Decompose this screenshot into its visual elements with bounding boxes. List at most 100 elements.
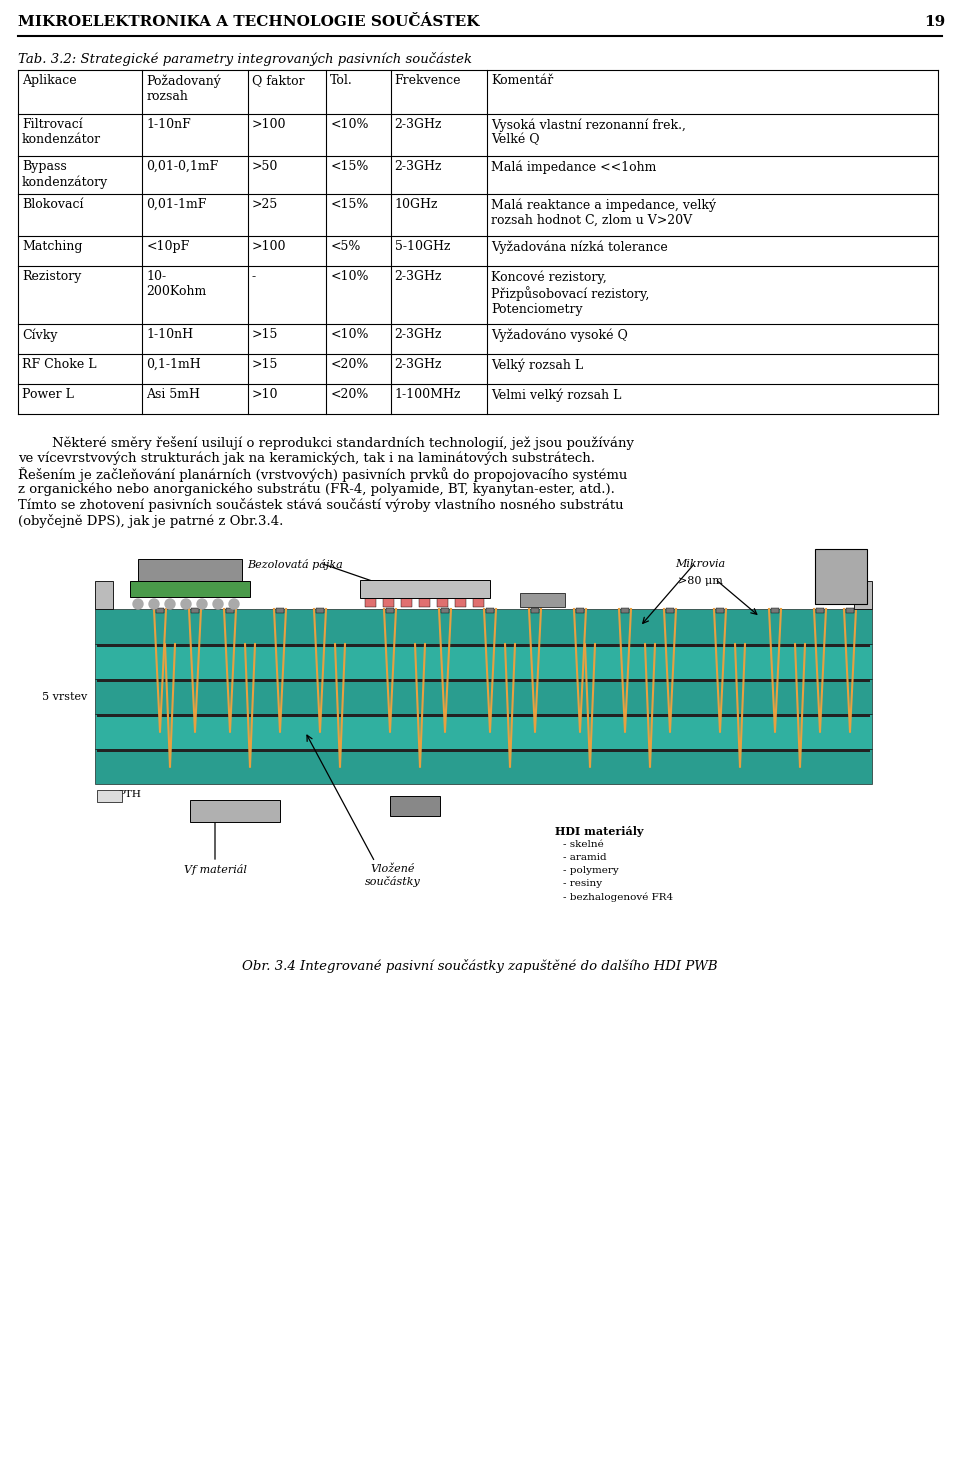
Text: Rezistory: Rezistory bbox=[22, 270, 82, 283]
Bar bbox=[130, 580, 250, 596]
Text: <10%: <10% bbox=[330, 270, 369, 283]
Bar bbox=[138, 558, 242, 580]
Text: <20%: <20% bbox=[330, 388, 369, 401]
Text: Tol.: Tol. bbox=[330, 74, 353, 87]
Text: <20%: <20% bbox=[330, 359, 369, 370]
Text: MIKROELEKTRONIKA A TECHNOLOGIE SOUČÁSTEK: MIKROELEKTRONIKA A TECHNOLOGIE SOUČÁSTEK bbox=[18, 15, 479, 29]
Text: - polymery: - polymery bbox=[563, 866, 619, 875]
Text: -: - bbox=[252, 270, 256, 283]
Text: PTH: PTH bbox=[119, 790, 141, 799]
Text: Vyžadována nízká tolerance: Vyžadována nízká tolerance bbox=[492, 241, 668, 254]
Text: ve vícevrstvových strukturách jak na keramických, tak i na laminátových substrát: ve vícevrstvových strukturách jak na ker… bbox=[18, 452, 595, 465]
Text: <5%: <5% bbox=[330, 241, 361, 254]
Bar bbox=[486, 608, 494, 612]
Text: Mikrovia: Mikrovia bbox=[675, 558, 725, 569]
Bar bbox=[191, 608, 199, 612]
Text: 0,01-1mF: 0,01-1mF bbox=[146, 198, 206, 211]
Bar bbox=[97, 679, 870, 682]
Text: Vyžadováno vysoké Q: Vyžadováno vysoké Q bbox=[492, 328, 628, 341]
Text: - bezhalogenové FR4: - bezhalogenové FR4 bbox=[563, 892, 673, 901]
Text: Power L: Power L bbox=[22, 388, 74, 401]
Text: >10: >10 bbox=[252, 388, 278, 401]
Bar bbox=[95, 749, 872, 784]
Text: 2-3GHz: 2-3GHz bbox=[395, 118, 443, 131]
Text: - resiny: - resiny bbox=[563, 879, 602, 888]
Text: >50: >50 bbox=[252, 160, 278, 174]
Text: Bypass
kondenzátory: Bypass kondenzátory bbox=[22, 160, 108, 188]
Text: >15: >15 bbox=[252, 359, 278, 370]
Text: <15%: <15% bbox=[330, 160, 369, 174]
Text: Filtrovací
kondenzátor: Filtrovací kondenzátor bbox=[22, 118, 101, 146]
Bar bbox=[854, 580, 872, 609]
Text: 0,1-1mH: 0,1-1mH bbox=[146, 359, 201, 370]
Text: >25: >25 bbox=[252, 198, 278, 211]
Circle shape bbox=[133, 599, 143, 609]
Bar bbox=[190, 800, 280, 822]
Text: 5-10GHz: 5-10GHz bbox=[395, 241, 450, 254]
Bar bbox=[419, 598, 430, 607]
Text: Malá reaktance a impedance, velký
rozsah hodnot C, zlom u V>20V: Malá reaktance a impedance, velký rozsah… bbox=[492, 198, 716, 226]
Bar bbox=[95, 644, 872, 679]
Bar bbox=[815, 550, 867, 604]
Circle shape bbox=[149, 599, 159, 609]
Text: - skelné: - skelné bbox=[563, 840, 604, 849]
Text: >15: >15 bbox=[252, 328, 278, 341]
Text: <10%: <10% bbox=[330, 118, 369, 131]
Text: >80 μm: >80 μm bbox=[678, 576, 723, 586]
Text: CSP/BGA: CSP/BGA bbox=[172, 585, 208, 593]
Text: 0,01-0,1mF: 0,01-0,1mF bbox=[146, 160, 219, 174]
Text: Malá impedance <<1ohm: Malá impedance <<1ohm bbox=[492, 160, 657, 174]
Bar bbox=[97, 714, 870, 717]
Bar bbox=[473, 598, 484, 607]
Bar bbox=[816, 608, 824, 612]
Text: Tímto se zhotovení pasivních součástek stává součástí výroby vlastního nosného s: Tímto se zhotovení pasivních součástek s… bbox=[18, 499, 624, 512]
Text: 1-10nH: 1-10nH bbox=[146, 328, 193, 341]
Text: 1-10nF: 1-10nF bbox=[146, 118, 191, 131]
Text: 5 vrstev: 5 vrstev bbox=[41, 691, 87, 701]
Bar bbox=[95, 580, 113, 609]
Bar bbox=[360, 580, 490, 598]
Text: Požadovaný
rozsah: Požadovaný rozsah bbox=[146, 74, 221, 102]
Text: Obr. 3.4 Integrované pasivní součástky zapuštěné do dalšího HDI PWB: Obr. 3.4 Integrované pasivní součástky … bbox=[242, 959, 718, 972]
Bar bbox=[316, 608, 324, 612]
Text: Asi 5mH: Asi 5mH bbox=[146, 388, 201, 401]
Text: Vysoká vlastní rezonanní frek.,
Velké Q: Vysoká vlastní rezonanní frek., Velké Q bbox=[492, 118, 686, 146]
Circle shape bbox=[197, 599, 207, 609]
Bar bbox=[441, 608, 449, 612]
Bar bbox=[390, 796, 440, 816]
Bar bbox=[365, 598, 376, 607]
Text: Řešením je začleňování planárních (vrstvových) pasivních prvků do propojovacího : Řešením je začleňování planárních (vrstv… bbox=[18, 467, 628, 483]
Bar bbox=[531, 608, 539, 612]
Bar bbox=[771, 608, 779, 612]
Text: 2-3GHz: 2-3GHz bbox=[395, 270, 443, 283]
Text: Blokovací: Blokovací bbox=[22, 198, 84, 211]
Bar bbox=[437, 598, 448, 607]
Text: SOP: SOP bbox=[407, 802, 423, 811]
Text: <10%: <10% bbox=[330, 328, 369, 341]
Bar bbox=[716, 608, 724, 612]
Bar bbox=[226, 608, 234, 612]
Text: Velmi velký rozsah L: Velmi velký rozsah L bbox=[492, 388, 621, 401]
Bar bbox=[383, 598, 394, 607]
Text: - aramid: - aramid bbox=[563, 853, 607, 862]
Text: Koncové rezistory,
Přizpůsobovací rezistory,
Potenciometry: Koncové rezistory, Přizpůsobovací rezist… bbox=[492, 270, 650, 316]
Circle shape bbox=[181, 599, 191, 609]
Text: Bezolovatá pájka: Bezolovatá pájka bbox=[247, 558, 343, 570]
Text: Socket: Socket bbox=[828, 573, 854, 580]
Text: <10pF: <10pF bbox=[146, 241, 189, 254]
Text: Q faktor: Q faktor bbox=[252, 74, 304, 87]
Bar bbox=[97, 749, 870, 752]
Text: Bare Chip: Bare Chip bbox=[216, 806, 254, 815]
Text: Tab. 3.2: Strategické parametry integrovaných pasivních součástek: Tab. 3.2: Strategické parametry integrov… bbox=[18, 52, 472, 66]
Text: HDI materiály: HDI materiály bbox=[555, 827, 643, 837]
Circle shape bbox=[213, 599, 223, 609]
Bar bbox=[276, 608, 284, 612]
Bar bbox=[666, 608, 674, 612]
Text: Komentář: Komentář bbox=[492, 74, 554, 87]
Bar bbox=[576, 608, 584, 612]
Text: Passive: Passive bbox=[531, 598, 554, 602]
Bar bbox=[95, 714, 872, 749]
Text: z organického nebo anorganického substrátu (FR-4, polyamide, BT, kyanytan-ester,: z organického nebo anorganického substrá… bbox=[18, 483, 614, 496]
Text: 19: 19 bbox=[924, 15, 945, 29]
Text: (obyčejně DPS), jak je patrné z Obr.3.4.: (obyčejně DPS), jak je patrné z Obr.3.4. bbox=[18, 513, 283, 528]
